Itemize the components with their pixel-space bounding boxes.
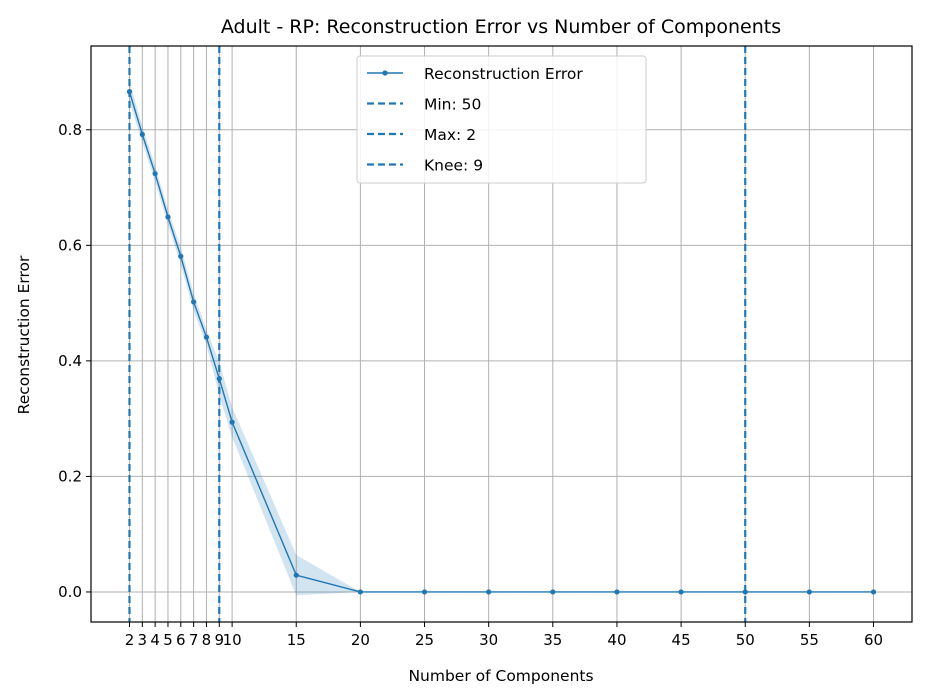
data-point: [421, 589, 428, 595]
y-tick-label: 0.8: [58, 121, 82, 139]
data-point: [191, 299, 197, 305]
data-point: [165, 214, 171, 220]
x-tick-label: 3: [138, 631, 148, 649]
x-tick-label: 25: [415, 631, 434, 649]
x-tick-label: 7: [189, 631, 199, 649]
reference-lines: [128, 46, 747, 622]
legend-label: Reconstruction Error: [424, 65, 583, 83]
y-axis-label: Reconstruction Error: [15, 255, 33, 414]
x-tick-label: 40: [607, 631, 626, 649]
data-point: [357, 589, 363, 595]
x-axis-label: Number of Components: [408, 667, 593, 685]
y-tick-label: 0.0: [58, 583, 82, 601]
x-tick-label: 9: [215, 631, 225, 649]
x-tick-label: 55: [800, 631, 819, 649]
data-point: [152, 171, 158, 177]
x-tick-label: 45: [672, 631, 691, 649]
x-tick-label: 8: [202, 631, 212, 649]
x-tick-label: 6: [176, 631, 186, 649]
x-axis-ticks: 2 3 4 5 6 7 8 910 15 20 25 30 35 40 45 50 55 60: [125, 622, 883, 649]
data-point: [178, 253, 184, 259]
data-point: [139, 131, 145, 137]
x-tick-label: 5: [163, 631, 173, 649]
y-axis-ticks: 0.0 0.2 0.4 0.6 0.8: [58, 121, 91, 601]
legend: Reconstruction Error Min: 50 Max: 2 Knee: 9: [356, 55, 647, 184]
x-tick-label: 20: [351, 631, 370, 649]
y-tick-label: 0.2: [58, 467, 82, 485]
legend-label: Min: 50: [424, 96, 481, 114]
data-point: [870, 589, 877, 595]
data-point: [806, 589, 812, 595]
reconstruction-error-markers: [126, 89, 877, 595]
x-tick-label: 4: [150, 631, 160, 649]
x-tick-label: 15: [287, 631, 306, 649]
data-point: [550, 589, 556, 595]
data-point: [203, 334, 210, 340]
x-tick-label: 2: [125, 631, 135, 649]
data-point: [293, 572, 299, 578]
legend-label: Knee: 9: [424, 157, 483, 175]
y-tick-label: 0.4: [58, 352, 82, 370]
x-tick-label: 30: [479, 631, 498, 649]
data-point: [216, 376, 222, 382]
x-tick-label: 60: [864, 631, 883, 649]
legend-swatch-marker: [382, 70, 388, 76]
data-point: [229, 419, 235, 425]
x-tick-label: 50: [736, 631, 755, 649]
chart-title: Adult - RP: Reconstruction Error vs Numb…: [221, 16, 781, 38]
plot-frame: [90, 45, 913, 623]
legend-label: Max: 2: [424, 126, 476, 144]
data-point: [486, 589, 492, 595]
x-tick-label: 35: [543, 631, 562, 649]
data-point: [742, 589, 748, 595]
legend-box: [356, 55, 647, 184]
x-tick-label: 10: [223, 631, 242, 649]
data-point: [614, 589, 620, 595]
y-tick-label: 0.6: [58, 236, 82, 254]
data-point: [678, 589, 684, 595]
data-point: [126, 89, 133, 95]
